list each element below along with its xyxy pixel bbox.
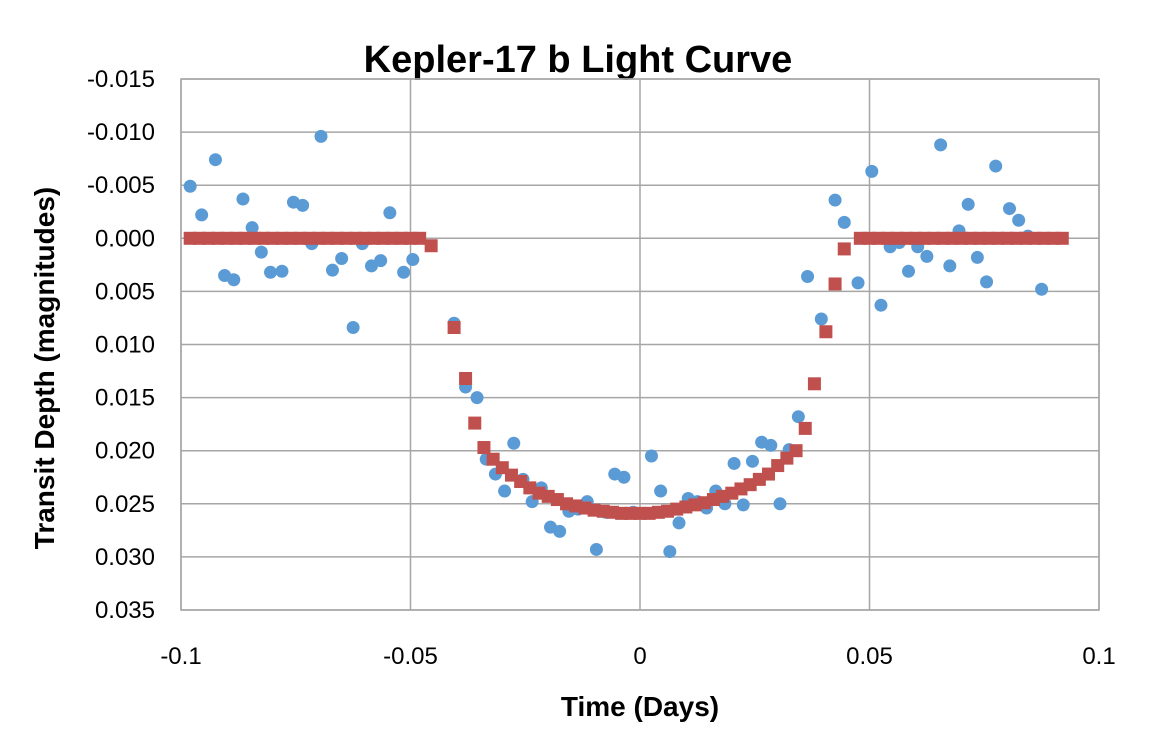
observed-point xyxy=(672,516,686,530)
observed-point xyxy=(865,164,879,178)
observed-point xyxy=(970,250,984,264)
observed-point xyxy=(335,251,349,265)
observed-point xyxy=(736,498,750,512)
model-point xyxy=(468,416,482,430)
observed-point xyxy=(727,456,741,470)
observed-point xyxy=(764,438,778,452)
y-tick-label: 0.000 xyxy=(95,225,155,252)
y-tick-label: 0.020 xyxy=(95,438,155,465)
y-tick-label: -0.010 xyxy=(87,119,155,146)
observed-point xyxy=(617,470,631,484)
model-point xyxy=(798,421,812,435)
observed-point xyxy=(245,221,259,235)
model-series xyxy=(183,231,1069,520)
y-tick-label: -0.015 xyxy=(87,66,155,93)
y-axis-title: Transit Depth (magnitudes) xyxy=(29,187,60,549)
x-tick-label: 0 xyxy=(633,643,646,670)
observed-point xyxy=(553,524,567,538)
observed-point xyxy=(1012,213,1026,227)
observed-point xyxy=(1035,282,1049,296)
observed-point xyxy=(498,484,512,498)
observed-point xyxy=(264,265,278,279)
observed-point xyxy=(828,193,842,207)
observed-point xyxy=(902,264,916,278)
y-tick-label: -0.005 xyxy=(87,172,155,199)
y-tick-label: 0.035 xyxy=(95,597,155,624)
x-tick-label: 0.05 xyxy=(846,643,893,670)
observed-point xyxy=(208,153,222,167)
observed-point xyxy=(296,198,310,212)
observed-point xyxy=(236,192,250,206)
observed-point xyxy=(406,253,420,267)
x-axis-title: Time (Days) xyxy=(561,691,719,722)
observed-point xyxy=(470,391,484,405)
observed-point xyxy=(325,263,339,277)
model-point xyxy=(789,444,803,458)
data-series xyxy=(183,129,1069,559)
observed-point xyxy=(397,265,411,279)
y-tick-label: 0.005 xyxy=(95,278,155,305)
x-tick-label: 0.1 xyxy=(1082,643,1115,670)
observed-point xyxy=(920,249,934,263)
model-point xyxy=(807,377,821,391)
model-point xyxy=(447,321,461,335)
observed-point xyxy=(663,545,677,559)
observed-point xyxy=(183,179,197,193)
observed-point xyxy=(980,275,994,289)
observed-point xyxy=(507,436,521,450)
x-tick-label: -0.05 xyxy=(383,643,438,670)
x-axis-ticks: -0.1 -0.05 0 0.05 0.1 xyxy=(160,643,1115,670)
observed-point xyxy=(195,208,209,222)
observed-series xyxy=(183,129,1049,559)
model-point xyxy=(837,242,851,256)
plot-area xyxy=(180,78,1100,611)
observed-point xyxy=(589,542,603,556)
observed-point xyxy=(989,159,1003,173)
observed-point xyxy=(874,298,888,312)
observed-point xyxy=(773,497,787,511)
x-tick-label: -0.1 xyxy=(160,643,201,670)
model-point xyxy=(1055,231,1069,245)
observed-point xyxy=(254,245,268,259)
observed-point xyxy=(814,312,828,326)
observed-point xyxy=(374,254,388,268)
model-point xyxy=(477,441,491,455)
observed-point xyxy=(654,484,668,498)
observed-point xyxy=(383,206,397,220)
observed-point xyxy=(943,259,957,273)
model-point xyxy=(424,239,438,253)
y-axis-ticks: -0.015 -0.010 -0.005 0.000 0.005 0.010 0.015 0.… xyxy=(87,66,155,624)
y-tick-label: 0.030 xyxy=(95,544,155,571)
observed-point xyxy=(275,264,289,278)
observed-point xyxy=(791,410,805,424)
observed-point xyxy=(644,449,658,463)
y-tick-label: 0.015 xyxy=(95,385,155,412)
y-tick-label: 0.010 xyxy=(95,332,155,359)
y-tick-label: 0.025 xyxy=(95,491,155,518)
observed-point xyxy=(801,270,815,284)
observed-point xyxy=(1002,202,1016,216)
observed-point xyxy=(837,215,851,229)
observed-point xyxy=(745,454,759,468)
model-point xyxy=(413,231,427,245)
model-point xyxy=(828,277,842,291)
observed-point xyxy=(314,129,328,143)
model-point xyxy=(459,371,473,385)
observed-point xyxy=(961,197,975,211)
observed-point xyxy=(851,276,865,290)
model-point xyxy=(819,325,833,339)
observed-point xyxy=(227,273,241,287)
observed-point xyxy=(934,138,948,152)
chart-title: Kepler-17 b Light Curve xyxy=(364,39,793,81)
observed-point xyxy=(346,321,360,335)
gridlines xyxy=(180,78,1100,611)
